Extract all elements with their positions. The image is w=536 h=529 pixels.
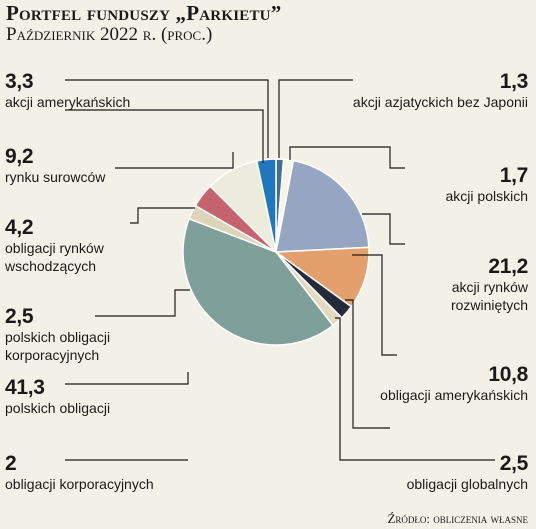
leader-line — [65, 79, 269, 158]
leader-line — [115, 152, 234, 169]
legend-label-akcji-amerykanskich: 3,3 akcji amerykańskich — [5, 70, 130, 111]
slice-name: obligacji globalnych — [406, 476, 528, 492]
slice-name: rynku surowców — [5, 169, 106, 185]
slice-value: 2,5 — [499, 452, 529, 475]
slice-value: 41,3 — [5, 376, 45, 399]
leader-line — [289, 146, 405, 169]
legend-label-obligacji-rynkow-wschodzacych: 4,2 obligacji rynków wschodzących — [5, 216, 125, 275]
pie-slice — [182, 217, 335, 346]
slice-value: 21,2 — [488, 255, 528, 278]
leader-line — [130, 207, 195, 224]
slice-value: 2 — [5, 452, 17, 475]
slice-value: 3,3 — [5, 70, 34, 93]
slice-name: akcji rynków rozwiniętych — [450, 279, 528, 313]
pie-slice — [275, 159, 370, 253]
leader-line — [345, 299, 390, 429]
slice-name: polskich obligacji korporacyjnych — [5, 329, 111, 363]
legend-label-rynku-surowcow: 9,2 rynku surowców — [5, 145, 105, 186]
leader-line — [335, 317, 495, 461]
leader-line — [278, 79, 353, 158]
legend-label-obligacji-globalnych: 2,5 obligacji globalnych — [406, 452, 529, 493]
leader-line — [65, 372, 189, 385]
slice-name: polskich obligacji — [5, 400, 111, 416]
legend-label-polskich-obligacji-korporacyjnych: 2,5 polskich obligacji korporacyjnych — [5, 305, 145, 364]
slice-value: 10,8 — [488, 363, 528, 386]
slice-name: akcji polskich — [445, 188, 528, 204]
leader-line — [352, 254, 397, 356]
legend-label-akcji-rynkow-rozwinietych: 21,2 akcji rynków rozwiniętych — [418, 255, 528, 314]
leader-line — [95, 289, 190, 317]
legend-label-akcji-azjatyckich: 1,3 akcji azjatyckich bez Japonii — [353, 70, 528, 111]
pie-slice — [255, 158, 277, 253]
slice-name: obligacji rynków wschodzących — [5, 240, 104, 274]
slice-value: 9,2 — [5, 145, 34, 168]
slice-name: akcji amerykańskich — [5, 94, 131, 110]
leader-line — [362, 213, 405, 245]
chart-subtitle: Październik 2022 r. (proc.) — [6, 24, 213, 45]
legend-label-polskich-obligacji: 41,3 polskich obligacji — [5, 376, 110, 417]
slice-value: 1,7 — [499, 164, 529, 187]
slice-name: obligacji amerykańskich — [380, 387, 528, 403]
slice-name: akcji azjatyckich bez Japonii — [352, 94, 528, 110]
leader-line — [65, 109, 264, 163]
slice-value: 4,2 — [5, 216, 34, 239]
slice-name: obligacji korporacyjnych — [5, 476, 154, 492]
slice-value: 1,3 — [499, 70, 529, 93]
legend-label-obligacji-korporacyjnych: 2 obligacji korporacyjnych — [5, 452, 154, 493]
source-note: Źródło: obliczenia własne — [387, 511, 528, 526]
legend-label-obligacji-amerykanskich: 10,8 obligacji amerykańskich — [380, 363, 528, 404]
legend-label-akcji-polskich: 1,7 akcji polskich — [445, 164, 529, 205]
chart-title: Portfel funduszy „Parkietu” — [6, 1, 282, 25]
slice-value: 2,5 — [5, 305, 34, 328]
